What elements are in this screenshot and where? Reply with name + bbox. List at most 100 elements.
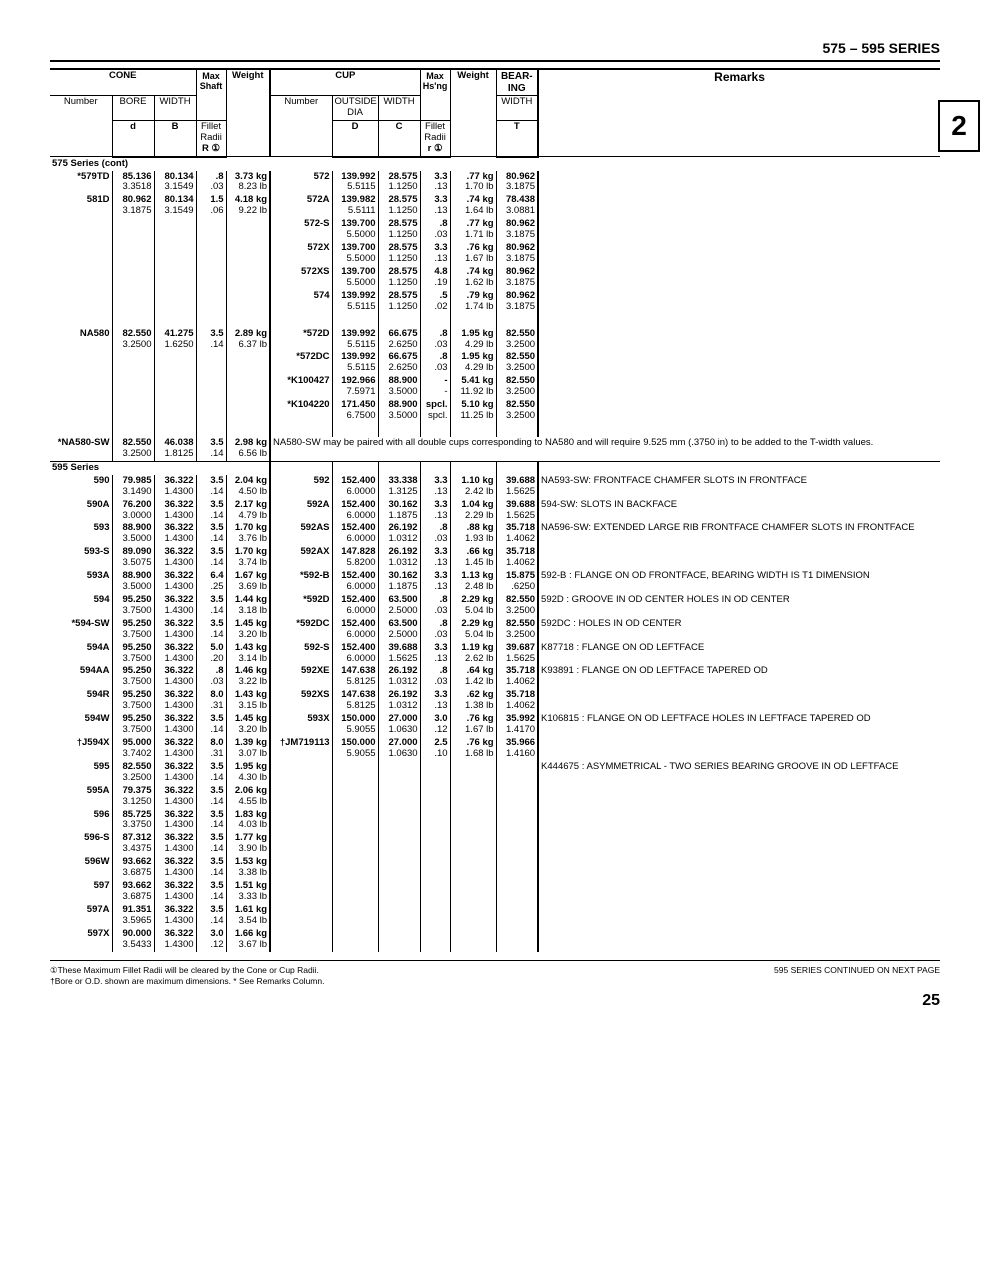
cell: 6.4.25 [196,570,226,594]
cell: 2.17 kg4.79 lb [226,499,270,523]
hdr-T: T [496,120,538,156]
cell: 88.9003.5000 [112,570,154,594]
cell: 3.5.14 [196,546,226,570]
cell: 4.8.19 [420,266,450,290]
cell: 139.9925.5115 [332,290,378,314]
cell: 1.5.06 [196,194,226,218]
cell: 1.83 kg4.03 lb [226,809,270,833]
cell: 1.70 kg3.76 lb [226,522,270,546]
cell: 80.9623.1875 [496,171,538,195]
cell: 593-S [50,546,112,570]
cell: 30.1621.1875 [378,499,420,523]
cell: 85.1363.3518 [112,171,154,195]
remark: K106815 : FLANGE ON OD LEFTFACE HOLES IN… [538,713,940,761]
hdr-maxshaft: Max Shaft [196,69,226,120]
cell: 139.9925.5115 [332,351,378,375]
cell: 2.04 kg4.50 lb [226,475,270,499]
cell: 147.8285.8200 [332,546,378,570]
remark: NA596-SW: EXTENDED LARGE RIB FRONTFACE C… [538,522,940,570]
cell: .88 kg1.93 lb [450,522,496,546]
cell: 592AX [270,546,332,570]
cell: 572-S [270,218,332,242]
cell: 5.10 kg11.25 lb [450,399,496,423]
cell: 3.5.14 [196,809,226,833]
cell: 80.9623.1875 [496,242,538,266]
cell: 150.0005.9055 [332,737,378,761]
hdr-width2: WIDTH [378,96,420,121]
cell: 36.3221.4300 [154,570,196,594]
cell: 139.7005.5000 [332,218,378,242]
hdr-width1: WIDTH [154,96,196,121]
cell: 35.7181.4062 [496,689,538,713]
cell: 139.9925.5115 [332,171,378,195]
cell: 3.5.14 [196,499,226,523]
cell: 192.9667.5971 [332,375,378,399]
cell: 594W [50,713,112,737]
hdr-number2: Number [270,96,332,157]
cell: *572D [270,328,332,352]
cell: 3.73 kg8.23 lb [226,171,270,195]
cell: 28.5751.1250 [378,194,420,218]
cell: 1.43 kg3.14 lb [226,642,270,666]
cell: 39.6881.5625 [496,475,538,499]
cell: 590A [50,499,112,523]
cell: *594-SW [50,618,112,642]
cell: 63.5002.5000 [378,618,420,642]
cell: 150.0005.9055 [332,713,378,737]
cell: 1.95 kg4.30 lb [226,761,270,785]
cell: 93.6623.6875 [112,856,154,880]
remark: K87718 : FLANGE ON OD LEFTFACE [538,642,940,666]
cell: 36.3221.4300 [154,546,196,570]
cell: 1.61 kg3.54 lb [226,904,270,928]
cell: 152.4006.0000 [332,522,378,546]
hdr-width3: WIDTH [496,96,538,121]
hdr-od: OUTSIDE DIA [332,96,378,121]
cell: 36.3221.4300 [154,642,196,666]
cell: 152.4006.0000 [332,570,378,594]
cell: 35.9921.4170 [496,713,538,737]
cell: 28.5751.1250 [378,242,420,266]
cell: 1.66 kg3.67 lb [226,928,270,952]
cell: †J594X [50,737,112,761]
cell: 26.1921.0312 [378,522,420,546]
cell: 3.5.14 [196,856,226,880]
cell: 82.5503.2500 [112,761,154,785]
cell: .62 kg1.38 lb [450,689,496,713]
cell: 592AS [270,522,332,546]
cell: 171.4506.7500 [332,399,378,423]
cell: 33.3381.3125 [378,475,420,499]
cell: 1.04 kg2.29 lb [450,499,496,523]
cell: 3.5.14 [196,437,226,461]
cell: 3.5.14 [196,618,226,642]
cell: 595 [50,761,112,785]
hdr-remarks: Remarks [538,69,940,157]
cell: 66.6752.6250 [378,351,420,375]
cell: .8.03 [420,218,450,242]
cell: *592-B [270,570,332,594]
section-tab: 2 [938,100,980,152]
cell: 3.3.13 [420,499,450,523]
cell: 572XS [270,266,332,290]
cell: 8.0.31 [196,689,226,713]
footnote-1: ①These Maximum Fillet Radii will be clea… [50,965,324,976]
cell: 2.29 kg5.04 lb [450,594,496,618]
cell: 36.3221.4300 [154,713,196,737]
cell: 594AA [50,665,112,689]
cell: 82.5503.2500 [112,437,154,461]
cell: 592XS [270,689,332,713]
hdr-B: B [154,120,196,156]
cell: 1.10 kg2.42 lb [450,475,496,499]
cell: 80.9623.1875 [496,266,538,290]
cell: 3.0.12 [196,928,226,952]
cell: 590 [50,475,112,499]
cell: 1.13 kg2.48 lb [450,570,496,594]
cell: 27.0001.0630 [378,737,420,761]
cell: 15.875.6250 [496,570,538,594]
cell: .8.03 [420,328,450,352]
cell: 80.9623.1875 [112,194,154,218]
cell: 95.2503.7500 [112,665,154,689]
cell: .5.02 [420,290,450,314]
cell: 152.4006.0000 [332,618,378,642]
cell: 3.3.13 [420,475,450,499]
cell: *592D [270,594,332,618]
